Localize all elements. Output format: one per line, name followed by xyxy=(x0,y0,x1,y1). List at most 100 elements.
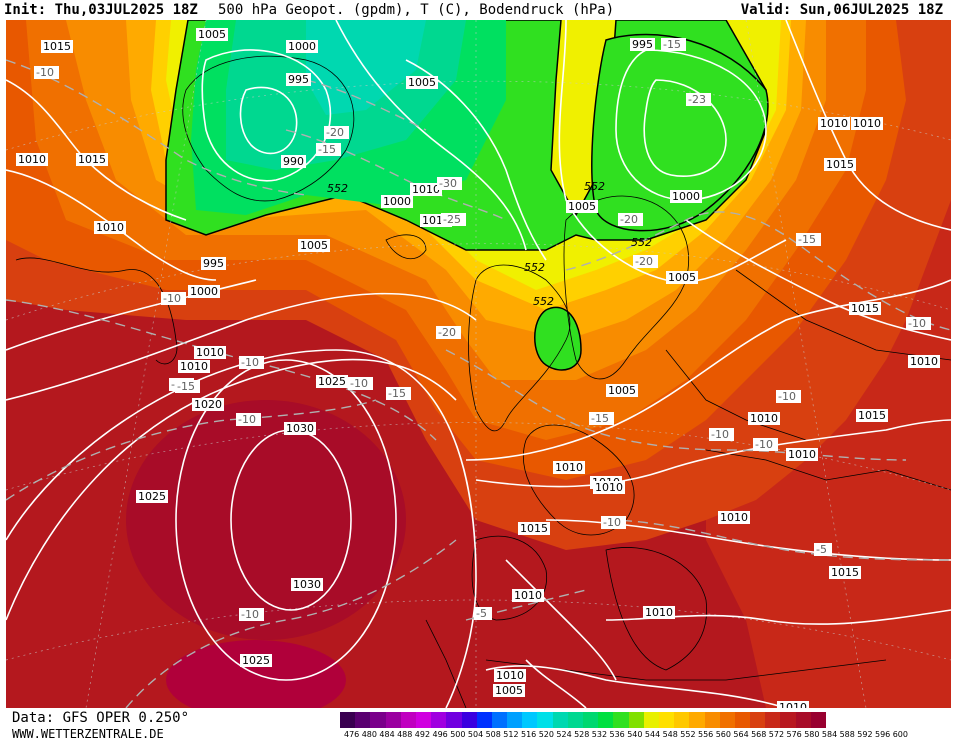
pressure-label-bg xyxy=(494,669,526,682)
pressure-label: 1000 xyxy=(383,195,411,208)
temperature-label: -10 xyxy=(755,438,773,451)
temperature-label: -10 xyxy=(711,428,729,441)
color-scale-cell xyxy=(431,712,447,728)
color-scale-tick: 584 xyxy=(821,730,838,739)
pressure-label-bg xyxy=(606,384,638,397)
color-scale-tick: 552 xyxy=(680,730,696,739)
color-scale-cell xyxy=(583,712,599,728)
temperature-label: -25 xyxy=(443,213,461,226)
height-label: 552 xyxy=(584,180,605,193)
temperature-label-bg xyxy=(316,143,341,156)
pressure-label: 1005 xyxy=(300,239,328,252)
color-scale-tick: 536 xyxy=(609,730,625,739)
temperature-label-bg xyxy=(661,38,686,51)
pressure-label: 1025 xyxy=(138,490,166,503)
temperature-label: -20 xyxy=(635,255,653,268)
pressure-label: 1010 xyxy=(555,461,583,474)
pressure-label: 1005 xyxy=(198,28,226,41)
pressure-label: 1010 xyxy=(514,589,542,602)
temperature-label-bg xyxy=(618,213,643,226)
color-scale-tick: 528 xyxy=(574,730,590,739)
temperature-label: -10 xyxy=(603,516,621,529)
pressure-label-bg xyxy=(718,511,750,524)
color-scale-cell xyxy=(689,712,705,728)
color-scale-bar xyxy=(340,712,956,728)
pressure-label: 1025 xyxy=(242,654,270,667)
pressure-label: 990 xyxy=(283,155,304,168)
pressure-label-bg xyxy=(178,360,210,373)
color-scale-cell xyxy=(370,712,386,728)
temperature-label-bg xyxy=(34,66,59,79)
pressure-label-bg xyxy=(493,684,525,697)
temperature-label-bg xyxy=(348,377,373,390)
temperature-label-bg xyxy=(436,326,461,339)
pressure-label-bg xyxy=(406,76,438,89)
pressure-label-bg xyxy=(786,448,818,461)
pressure-label: 1030 xyxy=(286,422,314,435)
pressure-label-bg xyxy=(829,566,861,579)
temperature-label-bg xyxy=(161,292,186,305)
color-scale-cell xyxy=(355,712,371,728)
color-scale-cell xyxy=(734,712,751,728)
temperature-label-bg xyxy=(796,233,821,246)
pressure-label-bg xyxy=(824,158,856,171)
temperature-label-bg xyxy=(906,317,931,330)
temperature-label-bg xyxy=(686,93,711,106)
pressure-label: 1010 xyxy=(645,606,673,619)
color-scale-cell xyxy=(658,712,675,728)
color-scale-tick: 556 xyxy=(698,730,714,739)
temperature-label: -23 xyxy=(688,93,706,106)
color-scale-tick: 512 xyxy=(503,730,519,739)
pressure-label: 1010 xyxy=(820,117,848,130)
header-bar: Init: Thu,03JUL2025 18Z 500 hPa Geopot. … xyxy=(0,0,959,20)
pressure-label: 1015 xyxy=(43,40,71,53)
temperature-label-bg xyxy=(386,387,411,400)
pressure-label: 1000 xyxy=(672,190,700,203)
graticule xyxy=(6,20,951,708)
valid-time: Valid: Sun,06JUL2025 18Z xyxy=(740,2,943,18)
pressure-label: 1010 xyxy=(788,448,816,461)
temperature-label-bg xyxy=(324,126,349,139)
temperature-label-bg xyxy=(776,390,801,403)
color-scale-cell xyxy=(491,712,508,728)
pressure-label-bg xyxy=(851,117,883,130)
color-scale-tick: 596 xyxy=(875,730,891,739)
temperature-label: -10 xyxy=(36,66,54,79)
temperature-label-bg xyxy=(437,177,462,190)
color-scale-tick: 580 xyxy=(804,730,820,739)
weather-map: 552 552 552 552 552 1015 1005 1000 995 1010 1… xyxy=(6,20,951,708)
color-scale-cell xyxy=(810,712,826,728)
temperature-label-bg xyxy=(753,438,778,451)
height-band-536 xyxy=(306,20,426,115)
color-scale-tick: 516 xyxy=(521,730,537,739)
color-scale-tick: 548 xyxy=(662,730,678,739)
pressure-label: 1005 xyxy=(408,76,436,89)
footer-bar: Data: GFS OPER 0.250° WWW.WETTERZENTRALE… xyxy=(0,708,959,741)
pressure-label-bg xyxy=(777,701,809,708)
temperature-label-bg xyxy=(236,413,261,426)
pressure-label: 1005 xyxy=(568,200,596,213)
pressure-label-bg xyxy=(16,153,48,166)
color-scale-tick: 532 xyxy=(591,730,608,739)
color-scale-cell xyxy=(415,712,432,728)
temperature-label: -15 xyxy=(388,387,406,400)
color-scale-cell xyxy=(400,712,416,728)
pressure-label: 995 xyxy=(632,38,653,51)
pressure-label: 1015 xyxy=(826,158,854,171)
temperature-label: -15 xyxy=(663,38,681,51)
temperature-label: -15 xyxy=(798,233,816,246)
color-scale-cell xyxy=(537,712,553,728)
color-scale-cell xyxy=(750,712,766,728)
pressure-label-bg xyxy=(291,578,323,591)
color-scale-cell xyxy=(704,712,720,728)
color-scale-tick: 544 xyxy=(644,730,661,739)
temperature-label-bg xyxy=(709,428,734,441)
pressure-label-bg xyxy=(286,73,311,86)
temperature-label: -15 xyxy=(318,143,336,156)
website-link[interactable]: WWW.WETTERZENTRALE.DE xyxy=(12,727,164,741)
pressure-label: 1005 xyxy=(608,384,636,397)
temperature-label: -10 xyxy=(241,356,259,369)
pressure-label: 1010 xyxy=(496,669,524,682)
pressure-label-bg xyxy=(192,398,224,411)
color-scale-tick: 576 xyxy=(786,730,802,739)
